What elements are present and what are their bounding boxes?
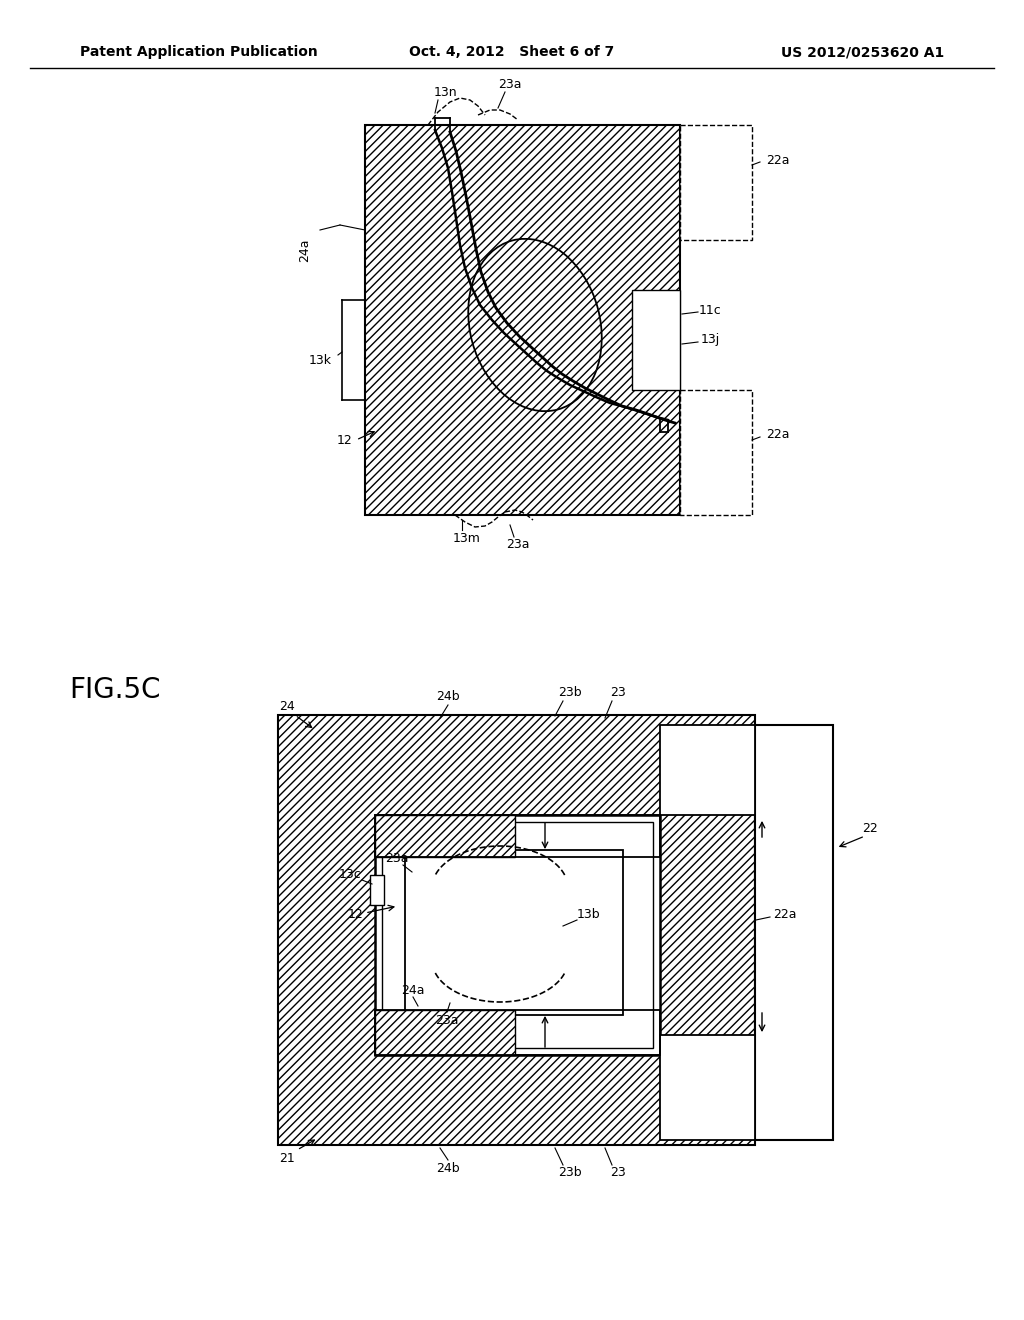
Bar — [632, 290, 680, 389]
Text: US 2012/0253620 A1: US 2012/0253620 A1 — [780, 45, 944, 59]
Bar — [382, 822, 653, 1048]
Text: 23: 23 — [610, 1167, 626, 1180]
Bar — [365, 125, 680, 515]
Bar — [660, 1035, 755, 1140]
Text: 13b: 13b — [577, 908, 600, 921]
Text: 23a: 23a — [385, 851, 409, 865]
Bar — [660, 725, 755, 814]
Text: FIG.5C: FIG.5C — [70, 676, 161, 704]
Bar — [375, 1010, 515, 1055]
Bar — [375, 1010, 660, 1055]
Text: 24: 24 — [280, 700, 295, 713]
Bar — [370, 875, 384, 906]
Bar — [755, 725, 833, 1140]
Text: 24b: 24b — [436, 1162, 460, 1175]
Text: 21: 21 — [280, 1151, 295, 1164]
Bar — [375, 814, 515, 857]
Bar — [680, 389, 752, 515]
Text: 13m: 13m — [453, 532, 481, 544]
Text: 23b: 23b — [558, 1167, 582, 1180]
Text: 22a: 22a — [766, 429, 790, 441]
Bar — [278, 715, 755, 1144]
Text: 13j: 13j — [700, 334, 720, 346]
Text: 22a: 22a — [773, 908, 797, 921]
Text: 23a: 23a — [435, 1014, 459, 1027]
Bar — [375, 814, 660, 857]
Text: 23: 23 — [610, 686, 626, 700]
Text: 22a: 22a — [766, 153, 790, 166]
Bar — [406, 850, 623, 1015]
Text: 24b: 24b — [436, 690, 460, 704]
Bar — [382, 822, 653, 1048]
Text: Patent Application Publication: Patent Application Publication — [80, 45, 317, 59]
Text: 22: 22 — [862, 821, 878, 834]
Text: 23a: 23a — [506, 539, 529, 552]
Text: 13c: 13c — [339, 869, 361, 882]
Text: 12: 12 — [348, 908, 364, 921]
Ellipse shape — [468, 239, 602, 411]
Text: 11c: 11c — [698, 304, 721, 317]
Text: 23a: 23a — [499, 78, 522, 91]
Text: 13n: 13n — [433, 86, 457, 99]
Text: 24a: 24a — [401, 983, 425, 997]
Text: 12: 12 — [337, 433, 353, 446]
Text: 23b: 23b — [558, 686, 582, 700]
Text: 24a: 24a — [299, 238, 311, 261]
Text: Oct. 4, 2012   Sheet 6 of 7: Oct. 4, 2012 Sheet 6 of 7 — [410, 45, 614, 59]
Text: 13k: 13k — [308, 354, 332, 367]
Bar — [375, 814, 660, 1055]
Bar — [680, 125, 752, 240]
